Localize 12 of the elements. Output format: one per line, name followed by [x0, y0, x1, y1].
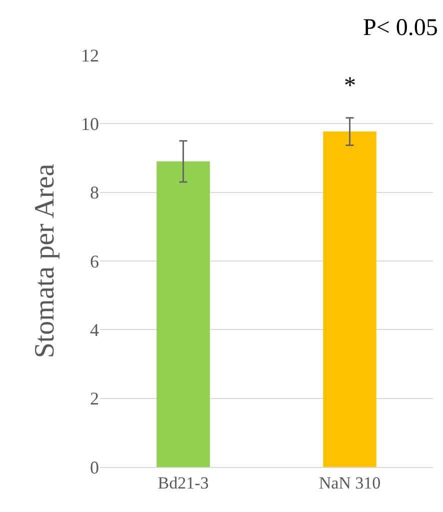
y-tick-label: 12	[81, 45, 99, 66]
y-tick-label: 6	[90, 251, 99, 272]
y-axis-title: Stomata per Area	[30, 163, 61, 358]
text: P< 0.05	[363, 15, 438, 41]
y-tick-label: 8	[90, 182, 99, 203]
y-tick-label: 0	[90, 457, 99, 478]
annotation: *	[344, 73, 356, 99]
y-tick-label: 10	[81, 114, 99, 134]
x-tick-label: Bd21-3	[158, 473, 209, 492]
y-tick-label: 2	[90, 388, 99, 409]
x-tick-label: NaN 310	[318, 473, 381, 492]
y-tick-label: 4	[90, 320, 99, 340]
